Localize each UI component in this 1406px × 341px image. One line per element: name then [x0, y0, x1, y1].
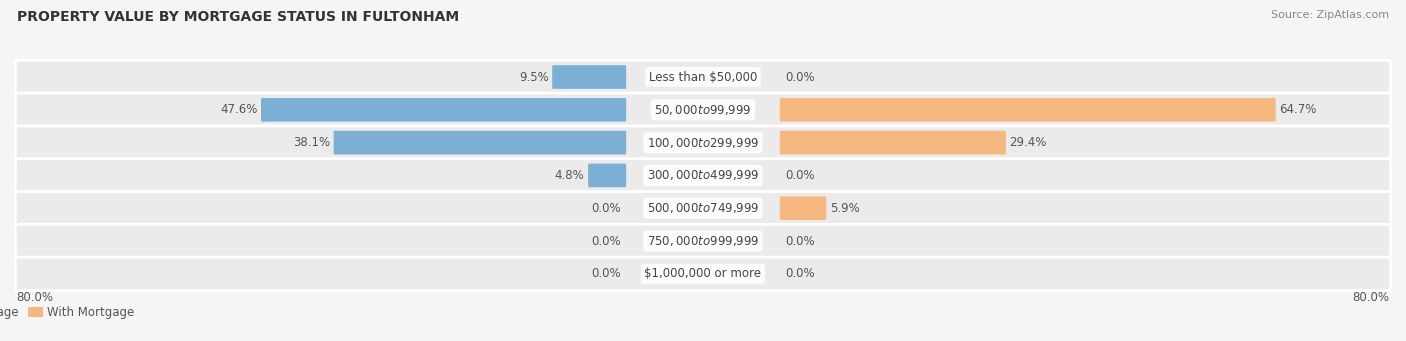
Text: $300,000 to $499,999: $300,000 to $499,999: [647, 168, 759, 182]
Text: $500,000 to $749,999: $500,000 to $749,999: [647, 201, 759, 215]
FancyBboxPatch shape: [553, 65, 626, 89]
Text: 0.0%: 0.0%: [785, 169, 814, 182]
Text: $750,000 to $999,999: $750,000 to $999,999: [647, 234, 759, 248]
FancyBboxPatch shape: [15, 126, 1391, 159]
Legend: Without Mortgage, With Mortgage: Without Mortgage, With Mortgage: [0, 301, 139, 324]
Text: 80.0%: 80.0%: [1353, 291, 1389, 304]
FancyBboxPatch shape: [15, 192, 1391, 225]
Text: 0.0%: 0.0%: [592, 235, 621, 248]
Text: 0.0%: 0.0%: [785, 267, 814, 280]
FancyBboxPatch shape: [15, 224, 1391, 258]
Text: 80.0%: 80.0%: [17, 291, 53, 304]
FancyBboxPatch shape: [15, 60, 1391, 94]
Text: 4.8%: 4.8%: [555, 169, 585, 182]
FancyBboxPatch shape: [15, 93, 1391, 127]
Text: 0.0%: 0.0%: [785, 71, 814, 84]
FancyBboxPatch shape: [15, 159, 1391, 192]
FancyBboxPatch shape: [780, 98, 1275, 122]
Text: $100,000 to $299,999: $100,000 to $299,999: [647, 136, 759, 150]
Text: Source: ZipAtlas.com: Source: ZipAtlas.com: [1271, 10, 1389, 20]
Text: 5.9%: 5.9%: [830, 202, 859, 215]
FancyBboxPatch shape: [15, 257, 1391, 291]
FancyBboxPatch shape: [262, 98, 626, 122]
Text: 38.1%: 38.1%: [292, 136, 330, 149]
Text: Less than $50,000: Less than $50,000: [648, 71, 758, 84]
Text: 0.0%: 0.0%: [785, 235, 814, 248]
Text: 9.5%: 9.5%: [519, 71, 548, 84]
FancyBboxPatch shape: [333, 131, 626, 154]
Text: 0.0%: 0.0%: [592, 267, 621, 280]
Text: 64.7%: 64.7%: [1279, 103, 1316, 116]
Text: 47.6%: 47.6%: [219, 103, 257, 116]
Text: $1,000,000 or more: $1,000,000 or more: [644, 267, 762, 280]
Text: 0.0%: 0.0%: [592, 202, 621, 215]
Text: PROPERTY VALUE BY MORTGAGE STATUS IN FULTONHAM: PROPERTY VALUE BY MORTGAGE STATUS IN FUL…: [17, 10, 458, 24]
FancyBboxPatch shape: [588, 164, 626, 187]
FancyBboxPatch shape: [780, 196, 827, 220]
Text: 29.4%: 29.4%: [1010, 136, 1047, 149]
FancyBboxPatch shape: [780, 131, 1005, 154]
Text: $50,000 to $99,999: $50,000 to $99,999: [654, 103, 752, 117]
